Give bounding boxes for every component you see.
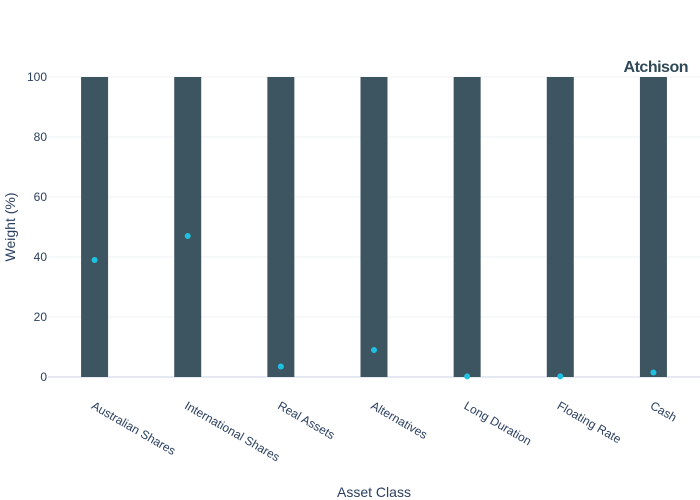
bar (267, 77, 295, 377)
data-point (464, 373, 471, 380)
x-tick-label: Alternatives (369, 398, 430, 441)
y-tick-label: 60 (34, 190, 48, 204)
bar (81, 77, 109, 377)
atchison-logo: Atchison (624, 59, 688, 76)
bar (360, 77, 388, 377)
y-tick-label: 80 (34, 130, 48, 144)
bar (453, 77, 481, 377)
bar (546, 77, 574, 377)
x-tick-label: Real Assets (275, 398, 337, 442)
x-tick-label: Long Duration (462, 398, 534, 448)
bars (81, 77, 667, 377)
markers (91, 233, 657, 380)
x-axis-title: Asset Class (337, 484, 411, 500)
y-tick-label: 100 (27, 70, 47, 84)
y-tick-label: 40 (34, 250, 48, 264)
data-point (557, 373, 564, 380)
x-tick-label: Floating Rate (555, 398, 624, 446)
x-tick-label: Australian Shares (89, 398, 178, 457)
bar (174, 77, 202, 377)
bar (639, 77, 667, 377)
y-axis-ticks: 0 20 40 60 80 100 (27, 70, 47, 384)
x-tick-label: International Shares (182, 398, 282, 464)
y-tick-label: 0 (40, 370, 47, 384)
data-point (371, 347, 377, 353)
y-tick-label: 20 (34, 310, 48, 324)
data-point (184, 233, 191, 239)
x-axis-ticks: Australian Shares International SharesRea… (89, 398, 679, 464)
data-point (91, 257, 98, 263)
y-axis-title: Weight (%) (2, 193, 18, 262)
x-tick-label: Cash (648, 398, 679, 424)
data-point (277, 363, 284, 370)
data-point (650, 369, 657, 376)
